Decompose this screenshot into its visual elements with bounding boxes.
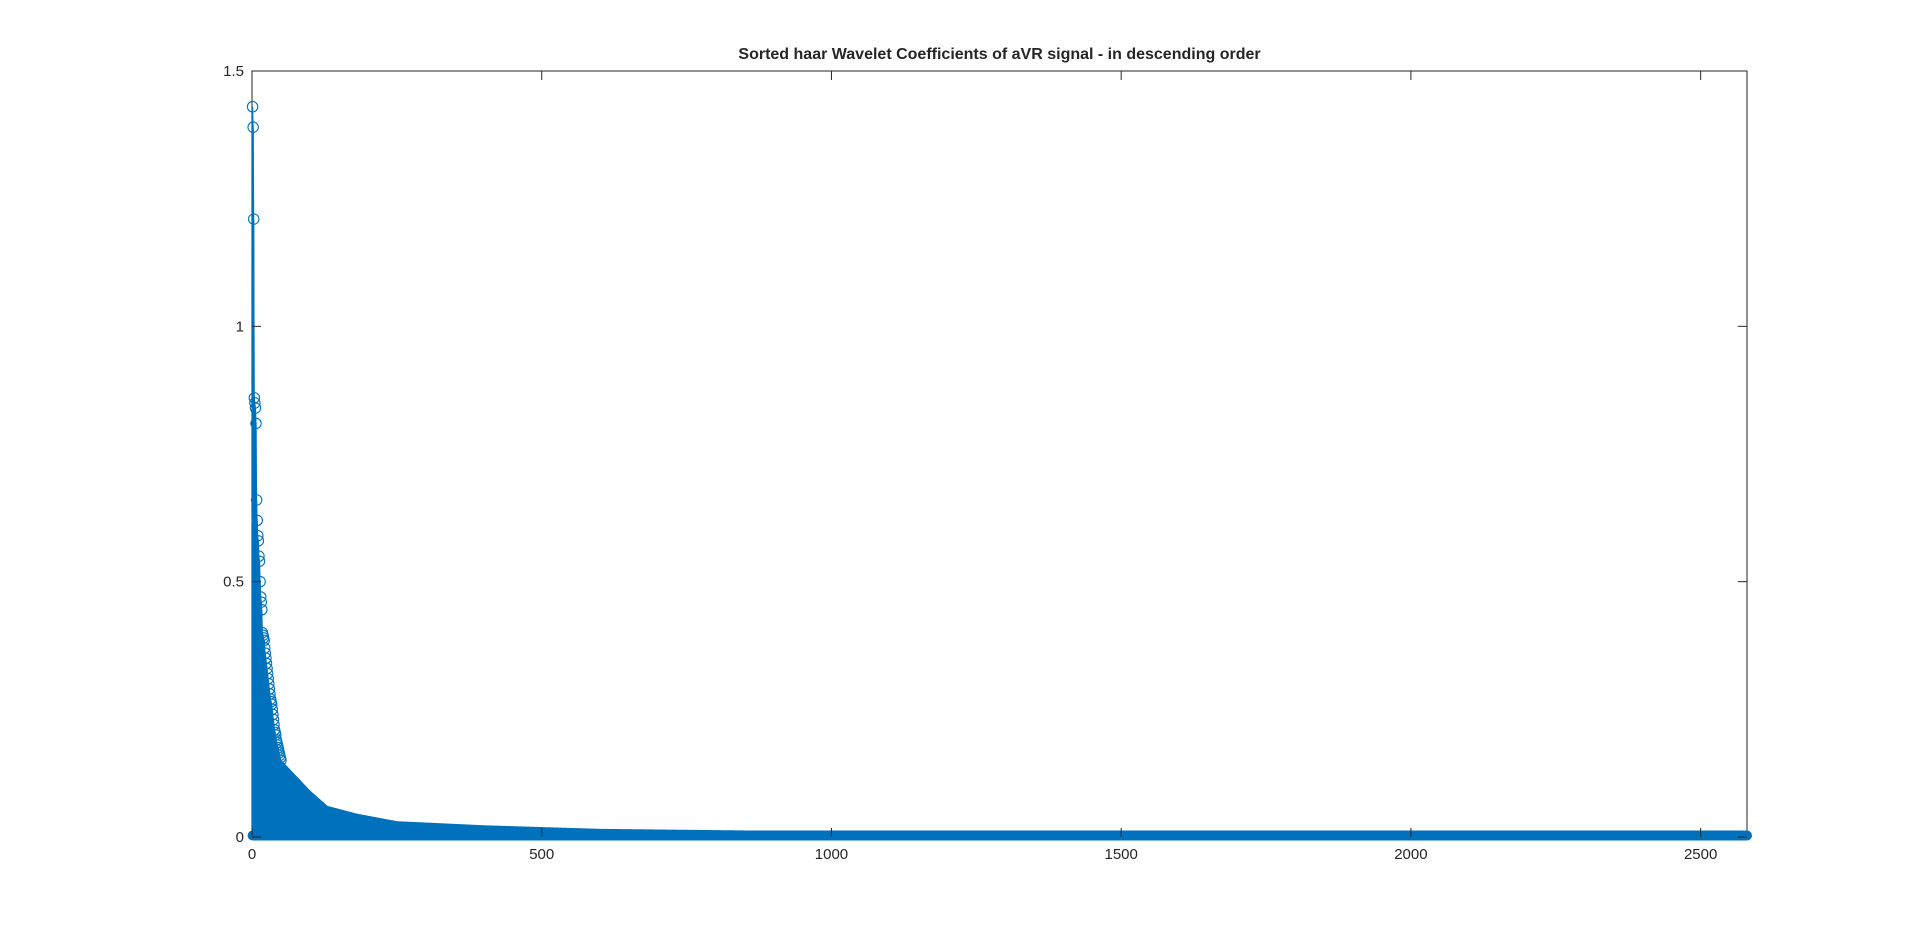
plot-area: 0 500 1000 1500 2000 2500 0 0.5 1 1.5 xyxy=(223,63,1752,863)
data-series xyxy=(246,100,1752,841)
data-point-marker xyxy=(247,121,259,133)
y-tick-label: 0 xyxy=(236,829,244,846)
data-point-marker xyxy=(247,213,260,225)
data-point-marker xyxy=(251,514,263,527)
chart-title: Sorted haar Wavelet Coefficients of aVR … xyxy=(738,46,1260,63)
data-point-marker xyxy=(249,402,262,414)
y-tick-label: 1.5 xyxy=(223,63,244,80)
data-point-marker xyxy=(258,634,270,647)
data-point-marker xyxy=(253,555,266,567)
data-point-marker xyxy=(256,604,268,616)
data-point-marker xyxy=(255,596,268,608)
x-tick-label: 1500 xyxy=(1104,846,1137,863)
x-tick-label: 2500 xyxy=(1684,846,1717,863)
x-tick-label: 1000 xyxy=(815,846,848,863)
x-tick-label: 2000 xyxy=(1394,846,1427,863)
x-tick-label: 0 xyxy=(248,846,256,863)
data-point-marker xyxy=(250,417,262,430)
axis-ticks: 0 500 1000 1500 2000 2500 0 0.5 1 1.5 xyxy=(223,63,1747,863)
y-tick-label: 0.5 xyxy=(223,574,244,591)
data-point-marker xyxy=(275,754,287,767)
data-point-marker xyxy=(252,535,265,547)
data-point-marker xyxy=(246,100,259,113)
x-tick-label: 500 xyxy=(529,846,554,863)
y-tick-label: 1 xyxy=(236,318,244,335)
data-point-marker xyxy=(250,494,263,506)
axes-box xyxy=(251,70,1748,838)
